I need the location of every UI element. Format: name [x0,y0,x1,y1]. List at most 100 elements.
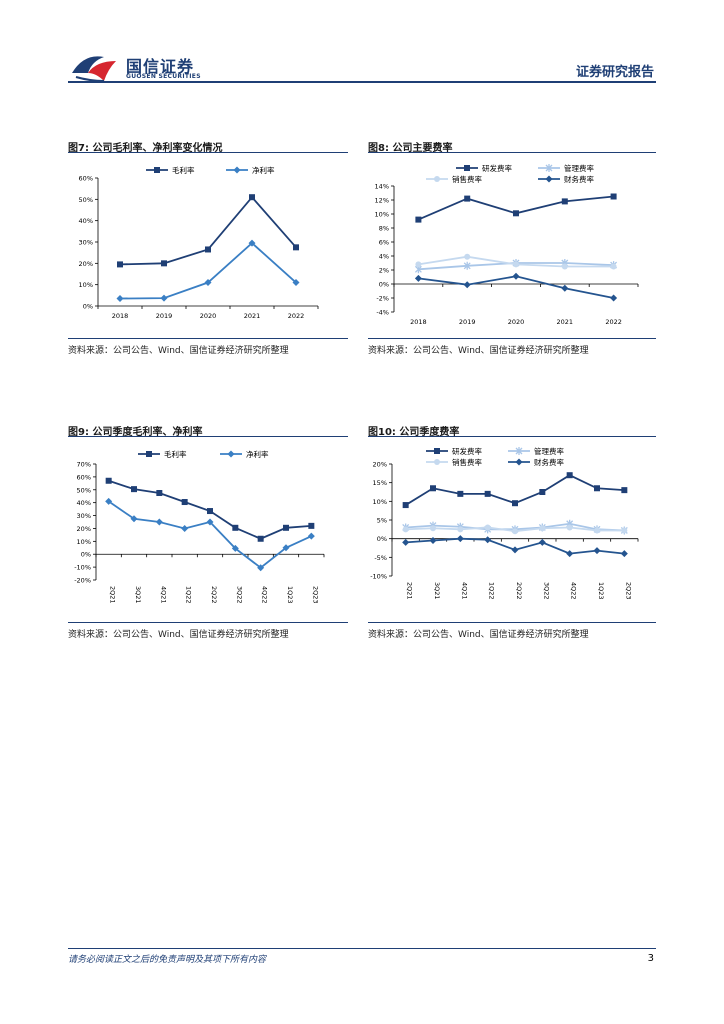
y-tick-label: 0% [83,303,93,311]
data-point [293,244,299,251]
data-point [566,472,573,479]
figure-8-bottom-rule [368,338,656,339]
x-tick-label: 2018 [112,312,129,320]
data-point [249,194,255,201]
figure-10-top-rule [368,436,656,437]
figure-7-chart: 0% 10% 20% 30% 40% 50% 60% 2018 2019 2020 2021 2022… [79,165,319,320]
data-point [105,477,112,484]
x-tick-label: 2020 [200,312,217,320]
legend-marker [233,166,241,174]
brand-name-en: GUOSEN SECURITIES [126,73,201,80]
data-point [161,260,167,267]
figure-7-top-rule [68,152,348,153]
y-tick-label: 5% [377,517,387,525]
y-tick-label: 50% [77,486,91,494]
x-tick-label: 2019 [459,318,476,326]
data-point [621,487,628,494]
figure-10-chart: -10% -5% 0% 5% 10% 15% 20% 2Q21 3Q21 4Q21 1Q22 2Q22… [370,446,639,600]
data-point [561,198,568,205]
figure-8-source: 资料来源：公司公告、Wind、国信证券经济研究所整理 [368,346,589,356]
y-tick-label: 10% [375,211,389,219]
data-point [205,246,211,253]
y-tick-label: 40% [79,217,93,225]
data-point [430,525,436,532]
x-tick-label: 2Q23 [311,586,319,604]
x-tick-label: 3Q22 [235,586,243,604]
data-point [414,274,422,282]
page-header: 国信证券 GUOSEN SECURITIES 证券研究报告 [0,0,724,90]
y-tick-label: 12% [375,197,389,205]
data-point [594,527,600,534]
figure-9-chart: -20% -10% 0% 10% 20% 30% 40% 50% 60% 70% 2Q21 3Q21 4… [74,449,325,604]
y-tick-label: 60% [77,473,91,481]
legend-marker [434,459,440,465]
legend-label: 财务费率 [534,457,564,467]
guosen-logo-icon [72,56,116,82]
figure-7-title: 图7: 公司毛利率、净利率变化情况 [68,143,223,154]
data-point [282,544,290,552]
brand-name: 国信证券 [126,57,195,76]
data-point [307,532,315,540]
y-tick-label: 20% [79,260,93,268]
legend-marker [227,450,235,458]
y-tick-label: 20% [77,525,91,533]
data-point [512,272,520,280]
figure-7-bottom-rule [68,338,348,339]
y-tick-label: 0% [379,281,389,289]
data-point [538,538,546,546]
data-point [566,524,573,531]
y-tick-label: 60% [79,175,93,183]
x-tick-label: 2022 [288,312,305,320]
data-point [513,210,519,217]
data-point [484,524,491,531]
y-tick-label: 14% [375,183,389,191]
x-tick-label: 4Q22 [570,582,578,600]
data-point [116,295,124,303]
y-tick-label: 4% [379,253,389,261]
legend-label: 管理费率 [534,446,564,456]
x-tick-label: 1Q22 [185,586,193,604]
x-tick-label: 1Q23 [286,586,294,604]
data-point [248,239,256,247]
y-tick-label: -4% [376,309,389,317]
figure-10-title: 图10: 公司季度费率 [368,427,460,438]
figure-9-bottom-rule [68,622,348,623]
data-point [429,537,437,545]
legend-label: 研发费率 [452,446,482,456]
x-tick-label: 2Q21 [406,582,414,600]
y-tick-label: 40% [77,499,91,507]
legend-marker [146,451,152,457]
data-point [464,253,471,260]
y-tick-label: -20% [74,577,91,585]
data-point [415,216,422,223]
y-tick-label: 30% [79,239,93,247]
x-tick-label: 2020 [508,318,525,326]
figure-8-chart: -4% -2% 0% 2% 4% 6% 8% 10% 12% 14% 2018 2019 2020 202… [375,163,639,326]
data-point [561,284,569,292]
data-point [292,279,300,287]
figure-8-top-rule [368,152,656,153]
footer-divider [68,948,656,949]
y-tick-label: -10% [370,573,387,581]
data-point [117,261,123,268]
data-point [207,508,213,515]
legend-marker [154,167,160,173]
y-tick-label: 10% [77,538,91,546]
y-tick-label: 30% [77,512,91,520]
y-tick-label: 20% [373,461,387,469]
data-point [620,550,628,558]
data-point [512,528,518,535]
x-tick-label: 4Q22 [261,586,269,604]
x-tick-label: 4Q21 [159,586,167,604]
x-tick-label: 3Q21 [433,582,441,600]
legend-marker [464,165,470,171]
x-tick-label: 1Q22 [488,582,496,600]
legend-marker [515,447,523,455]
data-point [610,193,617,200]
disclaimer-note: 请务必阅读正文之后的免责声明及其项下所有内容 [68,955,267,965]
y-tick-label: 70% [77,461,91,469]
data-point [593,547,601,555]
x-tick-label: 2Q22 [210,586,218,604]
data-point [131,486,137,493]
y-tick-label: 10% [373,498,387,506]
